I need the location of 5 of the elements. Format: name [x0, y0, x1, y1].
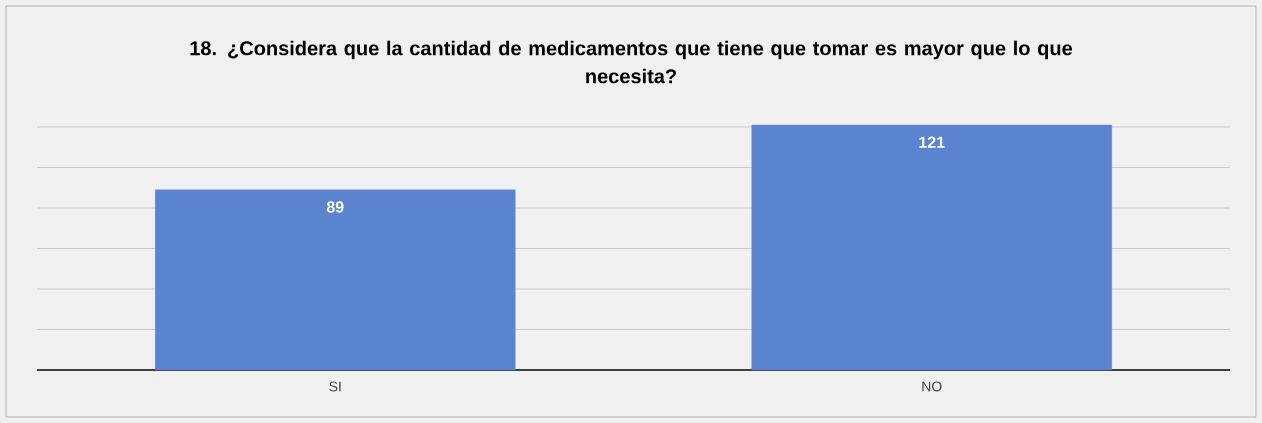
x-tick-label: SI — [329, 381, 341, 392]
data-label: 89 — [326, 201, 344, 213]
data-label: 121 — [919, 136, 945, 148]
chart-title: 18. ¿Considera que la cantidad de medicamentos que tiene que tomar es mayor que lo que necesita? — [190, 40, 1073, 84]
x-tick-label: NO — [922, 381, 942, 392]
